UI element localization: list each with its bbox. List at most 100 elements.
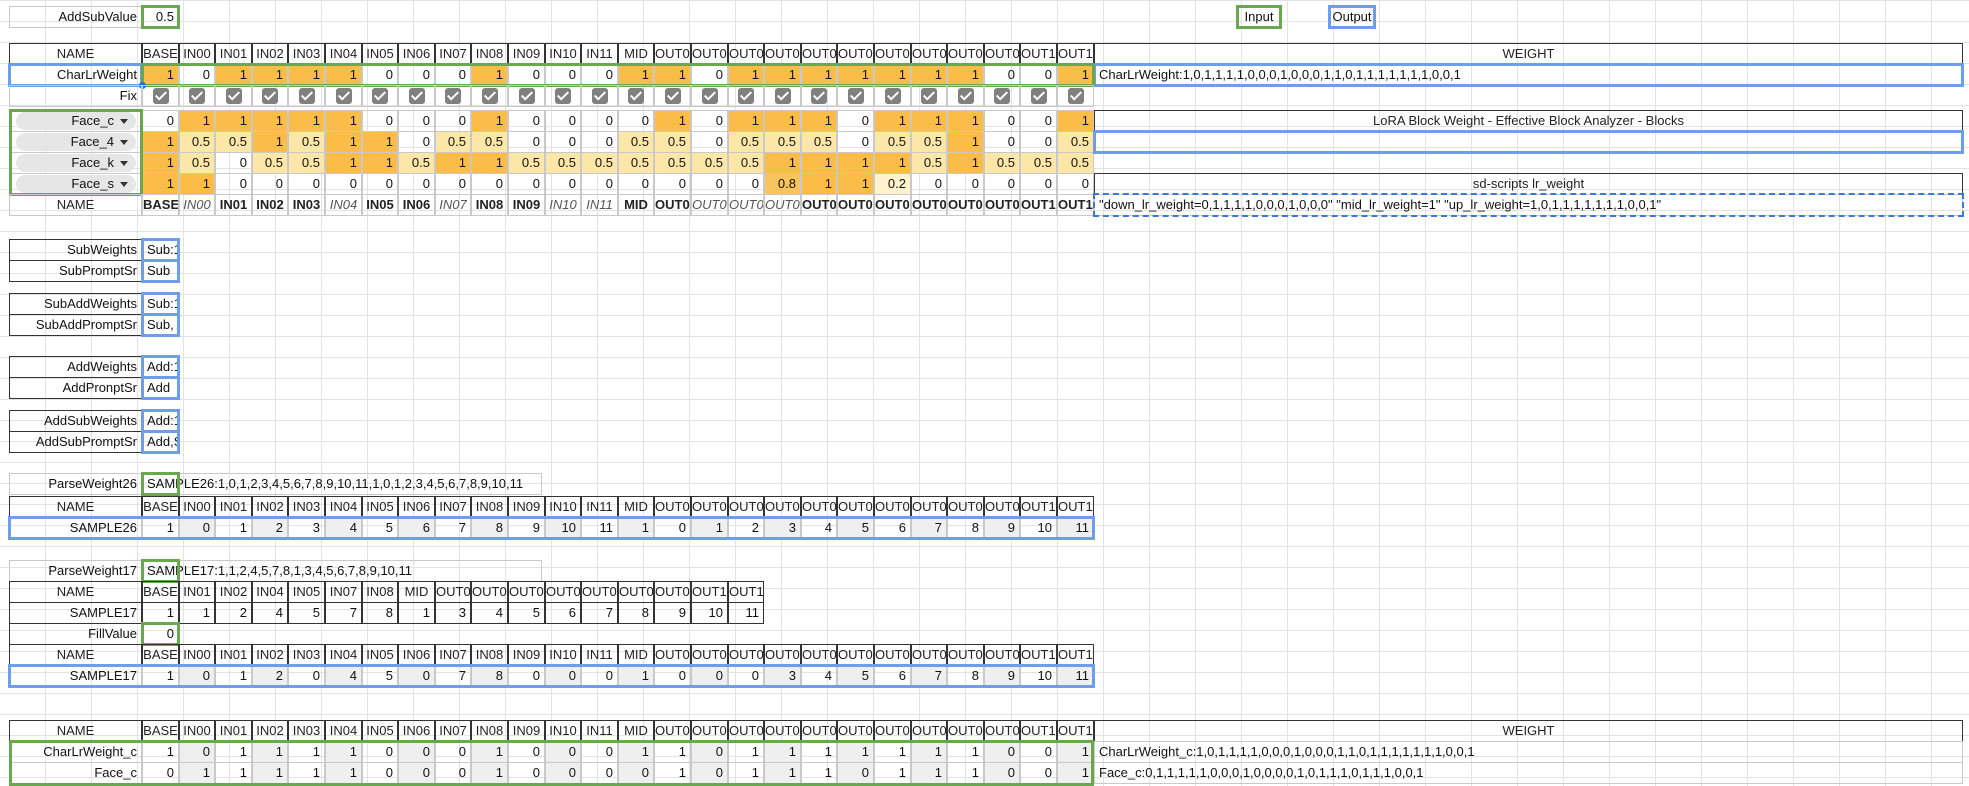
preset-face_4-out07[interactable]: 0.5 [911,131,947,153]
preset-face_c-in00[interactable]: 1 [179,110,215,132]
charlr-cell-in04[interactable]: 1 [325,64,362,86]
fix-checkbox-out01[interactable] [702,88,718,104]
preset-face_c-mid[interactable]: 0 [618,110,654,132]
charlr-cell-out06[interactable]: 1 [874,64,911,86]
preset-face_k-in02[interactable]: 0.5 [252,152,288,174]
charlr-cell-in00[interactable]: 0 [179,64,215,86]
preset-face_4-out06[interactable]: 0.5 [874,131,911,153]
preset-face_s-base[interactable]: 1 [142,173,179,195]
preset-face_c-base[interactable]: 0 [142,110,179,132]
preset-face_s-out05[interactable]: 1 [837,173,874,195]
preset-face_k-out07[interactable]: 0.5 [911,152,947,174]
charlr-cell-in10[interactable]: 0 [545,64,581,86]
field-value-subaddweights[interactable]: Sub:1, [142,293,179,315]
preset-face_s-out03[interactable]: 0.8 [764,173,801,195]
preset-face_s-in08[interactable]: 0 [471,173,508,195]
charlr-cell-in08[interactable]: 1 [471,64,508,86]
preset-face_4-in05[interactable]: 1 [362,131,398,153]
preset-face_k-in01[interactable]: 0 [215,152,252,174]
field-value-addpronptsr[interactable]: Add [142,377,179,399]
charlr-cell-out10[interactable]: 0 [1020,64,1057,86]
fix-checkbox-mid[interactable] [628,88,644,104]
charlr-cell-in05[interactable]: 0 [362,64,398,86]
preset-face_c-out00[interactable]: 1 [654,110,691,132]
charlr-cell-out02[interactable]: 1 [728,64,764,86]
preset-face_k-out01[interactable]: 0.5 [691,152,728,174]
preset-face_k-out05[interactable]: 1 [837,152,874,174]
charlr-cell-out08[interactable]: 1 [947,64,984,86]
fix-checkbox-in08[interactable] [482,88,498,104]
preset-face_c-in02[interactable]: 1 [252,110,288,132]
preset-face_k-base[interactable]: 1 [142,152,179,174]
preset-face_4-out08[interactable]: 1 [947,131,984,153]
charlr-cell-base[interactable]: 1 [142,64,179,86]
preset-dropdown-face_s[interactable]: Face_s [16,175,136,193]
preset-face_c-out09[interactable]: 0 [984,110,1020,132]
preset-face_s-out00[interactable]: 0 [654,173,691,195]
preset-face_s-out10[interactable]: 0 [1020,173,1057,195]
preset-face_c-out05[interactable]: 0 [837,110,874,132]
preset-face_c-in10[interactable]: 0 [545,110,581,132]
preset-face_c-out07[interactable]: 1 [911,110,947,132]
preset-face_c-in04[interactable]: 1 [325,110,362,132]
fix-checkbox-in06[interactable] [409,88,425,104]
preset-face_c-in03[interactable]: 1 [288,110,325,132]
preset-face_4-out05[interactable]: 0 [837,131,874,153]
preset-face_k-in05[interactable]: 1 [362,152,398,174]
preset-dropdown-face_c[interactable]: Face_c [16,112,136,130]
field-value-subpromptsr[interactable]: Sub [142,260,179,282]
fix-checkbox-out04[interactable] [811,88,827,104]
preset-face_k-in10[interactable]: 0.5 [545,152,581,174]
preset-face_c-out04[interactable]: 1 [801,110,837,132]
fix-checkbox-in09[interactable] [519,88,535,104]
preset-face_s-in10[interactable]: 0 [545,173,581,195]
preset-face_c-out03[interactable]: 1 [764,110,801,132]
fix-checkbox-out02[interactable] [738,88,754,104]
fix-checkbox-in02[interactable] [262,88,278,104]
preset-face_c-in05[interactable]: 0 [362,110,398,132]
charlr-cell-out01[interactable]: 0 [691,64,728,86]
preset-face_4-in01[interactable]: 0.5 [215,131,252,153]
preset-face_s-in11[interactable]: 0 [581,173,618,195]
fix-checkbox-out07[interactable] [921,88,937,104]
preset-face_4-in06[interactable]: 0 [398,131,435,153]
fill-value-input[interactable]: 0 [142,623,179,645]
charlr-cell-in03[interactable]: 1 [288,64,325,86]
preset-face_c-out11[interactable]: 1 [1057,110,1094,132]
preset-face_k-in09[interactable]: 0.5 [508,152,545,174]
preset-face_4-out11[interactable]: 0.5 [1057,131,1094,153]
preset-face_4-in07[interactable]: 0.5 [435,131,471,153]
fix-checkbox-out11[interactable] [1068,88,1084,104]
addsub-value-input[interactable]: 0.5 [142,6,179,28]
parse17-input[interactable]: SAMPLE17:1,1,2,4,5,7,8,1,3,4,5,6,7,8,9,1… [142,560,542,582]
preset-face_s-out09[interactable]: 0 [984,173,1020,195]
fix-checkbox-in01[interactable] [226,88,242,104]
field-value-addsubpromptsr[interactable]: Add,Su [142,431,179,453]
preset-face_s-in07[interactable]: 0 [435,173,471,195]
preset-face_c-in09[interactable]: 0 [508,110,545,132]
preset-face_k-in08[interactable]: 1 [471,152,508,174]
preset-face_k-out11[interactable]: 0.5 [1057,152,1094,174]
preset-face_s-out07[interactable]: 0 [911,173,947,195]
field-value-addsubweights[interactable]: Add:1, [142,410,179,432]
preset-face_s-mid[interactable]: 0 [618,173,654,195]
charlr-cell-in06[interactable]: 0 [398,64,435,86]
preset-face_k-out03[interactable]: 1 [764,152,801,174]
preset-face_k-out08[interactable]: 1 [947,152,984,174]
parse26-input[interactable]: SAMPLE26:1,0,1,2,3,4,5,6,7,8,9,10,11,1,0… [142,473,542,495]
field-value-subweights[interactable]: Sub:1, [142,239,179,261]
preset-face_s-in03[interactable]: 0 [288,173,325,195]
fix-checkbox-base[interactable] [153,88,169,104]
preset-face_4-in11[interactable]: 0 [581,131,618,153]
preset-face_4-in03[interactable]: 0.5 [288,131,325,153]
preset-face_4-in08[interactable]: 0.5 [471,131,508,153]
charlr-cell-in11[interactable]: 0 [581,64,618,86]
fix-checkbox-out10[interactable] [1031,88,1047,104]
preset-face_4-in02[interactable]: 1 [252,131,288,153]
preset-face_k-out10[interactable]: 0.5 [1020,152,1057,174]
fix-checkbox-out00[interactable] [665,88,681,104]
preset-face_c-in06[interactable]: 0 [398,110,435,132]
fix-checkbox-out08[interactable] [958,88,974,104]
fix-checkbox-out03[interactable] [775,88,791,104]
